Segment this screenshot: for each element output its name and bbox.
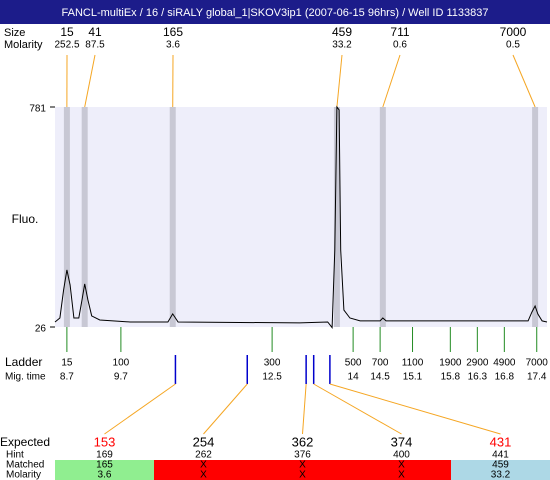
expected-leader: [302, 383, 307, 435]
peak-leader: [84, 54, 96, 108]
mig-time-label: Mig. time: [5, 372, 46, 383]
ladder-size: 500: [345, 358, 362, 369]
expected-leader: [203, 383, 248, 435]
ladder-size: 7000: [526, 358, 549, 369]
peak-leader: [382, 54, 401, 108]
expected-header: Expected: [0, 435, 50, 449]
hint-value: 441: [492, 450, 509, 461]
peak-band: [379, 107, 386, 327]
peak-molarity-header: Molarity: [4, 39, 43, 51]
match-cell: [451, 460, 550, 480]
peak-size-header: Size: [4, 27, 25, 39]
plot-area: [55, 107, 547, 327]
hint-value: 262: [195, 450, 212, 461]
peak-size: 15: [60, 25, 74, 39]
matched-header: Matched: [6, 460, 44, 471]
ladder-size: 100: [113, 358, 130, 369]
ladder-label: Ladder: [5, 355, 42, 369]
matched-value: X: [299, 460, 306, 471]
title-bar: [0, 0, 550, 24]
hint-header: Hint: [6, 450, 24, 461]
match-cell: [253, 460, 352, 480]
peak-leader: [512, 54, 536, 108]
peak-size: 711: [390, 25, 409, 39]
molarity-value: X: [398, 470, 405, 480]
peak-size: 165: [163, 25, 183, 39]
matched-value: 459: [492, 460, 509, 471]
expected-value: 431: [490, 434, 512, 449]
ladder-size: 2900: [466, 358, 489, 369]
ladder-size: 700: [372, 358, 389, 369]
ladder-time: 15.8: [441, 372, 461, 383]
peak-band: [169, 107, 176, 327]
expected-value: 362: [292, 434, 314, 449]
y-tick-label: 26: [35, 324, 47, 335]
ladder-size: 300: [264, 358, 281, 369]
peak-molarity: 87.5: [85, 40, 105, 51]
peak-size: 7000: [500, 25, 527, 39]
hint-value: 400: [393, 450, 410, 461]
ladder-time: 14.5: [370, 372, 390, 383]
molarity-header: Molarity: [6, 470, 41, 480]
peak-band: [333, 107, 340, 327]
trace: [54, 105, 548, 329]
molarity-value: X: [299, 470, 306, 480]
expected-leader: [104, 383, 176, 435]
ladder-time: 12.5: [262, 372, 282, 383]
hint-value: 376: [294, 450, 311, 461]
matched-value: X: [398, 460, 405, 471]
ladder-size: 4900: [493, 358, 516, 369]
ladder-size: 1900: [439, 358, 462, 369]
molarity-value: X: [200, 470, 207, 480]
y-axis-label: Fluo.: [12, 212, 39, 226]
ladder-time: 17.4: [527, 372, 547, 383]
molarity-value: 3.6: [98, 470, 112, 480]
peak-band: [63, 107, 70, 327]
peak-molarity: 252.5: [54, 40, 79, 51]
expected-value: 254: [193, 434, 215, 449]
peak-size: 41: [88, 25, 102, 39]
ladder-time: 8.7: [60, 372, 74, 383]
match-cell: [352, 460, 451, 480]
peak-molarity: 3.6: [166, 40, 180, 51]
matched-value: 165: [96, 460, 113, 471]
y-tick-label: 781: [29, 104, 46, 115]
peak-molarity: 0.6: [393, 40, 407, 51]
expected-value: 374: [391, 434, 413, 449]
peak-band: [532, 107, 539, 327]
ladder-time: 15.1: [403, 372, 423, 383]
ladder-time: 16.8: [495, 372, 515, 383]
hint-value: 169: [96, 450, 113, 461]
expected-leader: [329, 383, 501, 435]
match-cell: [55, 460, 154, 480]
match-cell: [154, 460, 253, 480]
peak-band: [81, 107, 88, 327]
ladder-size: 1100: [402, 358, 424, 369]
matched-value: X: [200, 460, 207, 471]
title: FANCL-multiEx / 16 / siRALY global_1|SKO…: [62, 7, 489, 19]
ladder-size: 15: [61, 358, 73, 369]
peak-molarity: 33.2: [332, 40, 352, 51]
expected-leader: [313, 383, 402, 435]
peak-leader: [336, 54, 343, 108]
peak-molarity: 0.5: [506, 40, 520, 51]
ladder-time: 9.7: [114, 372, 128, 383]
ladder-time: 16.3: [468, 372, 488, 383]
peak-size: 459: [332, 25, 352, 39]
ladder-time: 14: [348, 372, 360, 383]
molarity-value: 33.2: [491, 470, 511, 480]
expected-value: 153: [94, 434, 116, 449]
